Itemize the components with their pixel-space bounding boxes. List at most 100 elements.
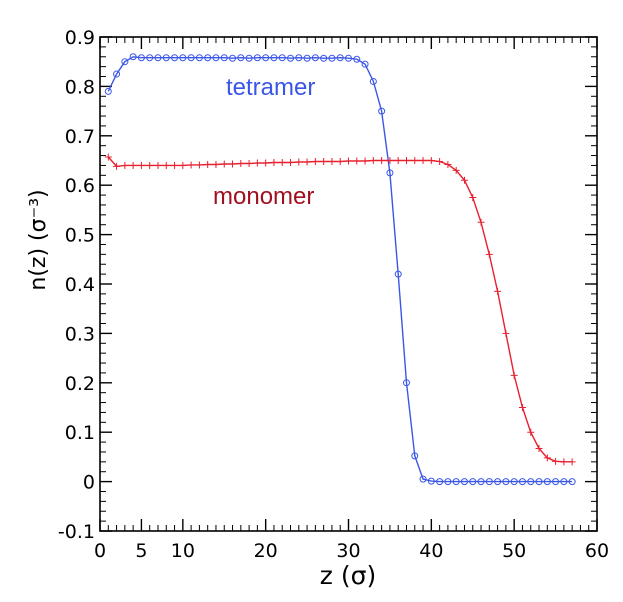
monomer-point	[229, 160, 237, 168]
x-tick-label: 30	[336, 540, 360, 562]
tetramer-point	[295, 54, 303, 62]
y-tick-label: 0.8	[65, 76, 95, 98]
tetramer-point	[436, 478, 444, 486]
tetramer-point	[220, 54, 228, 62]
monomer-point	[146, 161, 154, 169]
tetramer-point	[171, 54, 179, 62]
tetramer-line	[107, 56, 573, 483]
monomer-point	[494, 287, 502, 295]
monomer-point	[394, 157, 402, 164]
monomer-point	[436, 157, 444, 165]
tetramer-point	[402, 379, 410, 387]
tetramer-point	[212, 54, 220, 62]
monomer-point	[452, 166, 460, 174]
tetramer-point	[477, 478, 485, 486]
monomer-point	[386, 157, 394, 164]
monomer-point	[419, 157, 427, 164]
tetramer-point	[303, 54, 311, 62]
tetramer-point	[154, 54, 162, 62]
axis-ticks	[99, 36, 598, 532]
tetramer-point	[444, 478, 452, 486]
y-tick-label: 0.2	[65, 373, 95, 395]
tetramer-point	[353, 55, 361, 63]
tetramer-point	[394, 270, 402, 278]
y-tick-label: 0.6	[65, 175, 95, 197]
tetramer-point	[494, 478, 502, 486]
tetramer-point	[187, 54, 195, 62]
monomer-point	[295, 158, 303, 166]
monomer-point	[510, 371, 518, 379]
monomer-point	[320, 157, 328, 165]
tetramer-point	[278, 54, 286, 62]
monomer-point	[113, 162, 121, 170]
tetramer-point	[361, 60, 369, 68]
monomer-point	[179, 161, 187, 169]
y-tick-label: -0.1	[58, 521, 95, 543]
monomer-point	[171, 161, 179, 169]
monomer-point	[477, 218, 485, 226]
monomer-point	[460, 176, 468, 184]
tetramer-point	[378, 107, 386, 115]
tetramer-point	[543, 478, 551, 486]
tetramer-point	[262, 54, 270, 62]
monomer-point	[237, 159, 245, 167]
tetramer-point	[535, 478, 543, 486]
monomer-point	[485, 250, 493, 258]
x-tick-label: 5	[135, 540, 147, 562]
monomer-point	[469, 194, 477, 202]
tetramer-point	[121, 58, 129, 66]
monomer-point	[402, 157, 410, 164]
monomer-point	[154, 161, 162, 169]
tetramer-point	[427, 477, 435, 485]
monomer-point	[502, 329, 510, 337]
y-tick-label: 0	[83, 472, 95, 494]
tetramer-point	[560, 478, 568, 486]
tetramer-point	[229, 54, 237, 62]
monomer-point	[427, 157, 435, 164]
monomer-point	[444, 160, 452, 168]
tetramer-point	[204, 54, 212, 62]
y-tick-label: 0.3	[65, 323, 95, 345]
monomer-point	[303, 158, 311, 166]
series-tetramer	[104, 53, 576, 486]
monomer-point	[345, 157, 352, 165]
tetramer-point	[129, 53, 137, 61]
monomer-point	[278, 158, 286, 166]
tetramer-point	[311, 54, 319, 62]
tetramer-point	[510, 478, 518, 486]
monomer-point	[137, 161, 145, 169]
tetramer-point	[502, 478, 510, 486]
tetramer-point	[104, 87, 112, 95]
tetramer-point	[485, 478, 493, 486]
series-layer	[104, 53, 576, 486]
monomer-point	[287, 158, 295, 166]
monomer-point	[411, 157, 419, 164]
y-tick-label: 0.4	[65, 274, 95, 296]
tetramer-point	[386, 169, 394, 177]
monomer-point	[552, 457, 560, 465]
monomer-point	[560, 458, 568, 466]
tetramer-point	[287, 54, 295, 62]
tetramer-point	[113, 70, 121, 78]
tetramer-point	[552, 478, 560, 486]
monomer-point	[361, 157, 369, 165]
monomer-point	[369, 157, 377, 164]
x-tick-label: 60	[585, 540, 609, 562]
tetramer-point	[452, 478, 460, 486]
tetramer-point	[245, 54, 253, 62]
tetramer-point	[518, 478, 526, 486]
monomer-point	[378, 157, 386, 164]
x-tick-label: 20	[254, 540, 278, 562]
y-tick-label: 0.5	[65, 225, 95, 247]
y-tick-label: 0.1	[65, 422, 95, 444]
x-tick-label: 0	[94, 540, 106, 562]
tetramer-point	[568, 478, 576, 486]
y-axis-title: n(z) (σ⁻³)	[26, 189, 51, 290]
y-tick-label: 0.7	[65, 126, 95, 148]
monomer-point	[311, 157, 319, 165]
monomer-point	[353, 157, 361, 165]
monomer-point	[253, 159, 261, 167]
x-tick-label: 50	[502, 540, 526, 562]
monomer-line	[107, 156, 573, 463]
